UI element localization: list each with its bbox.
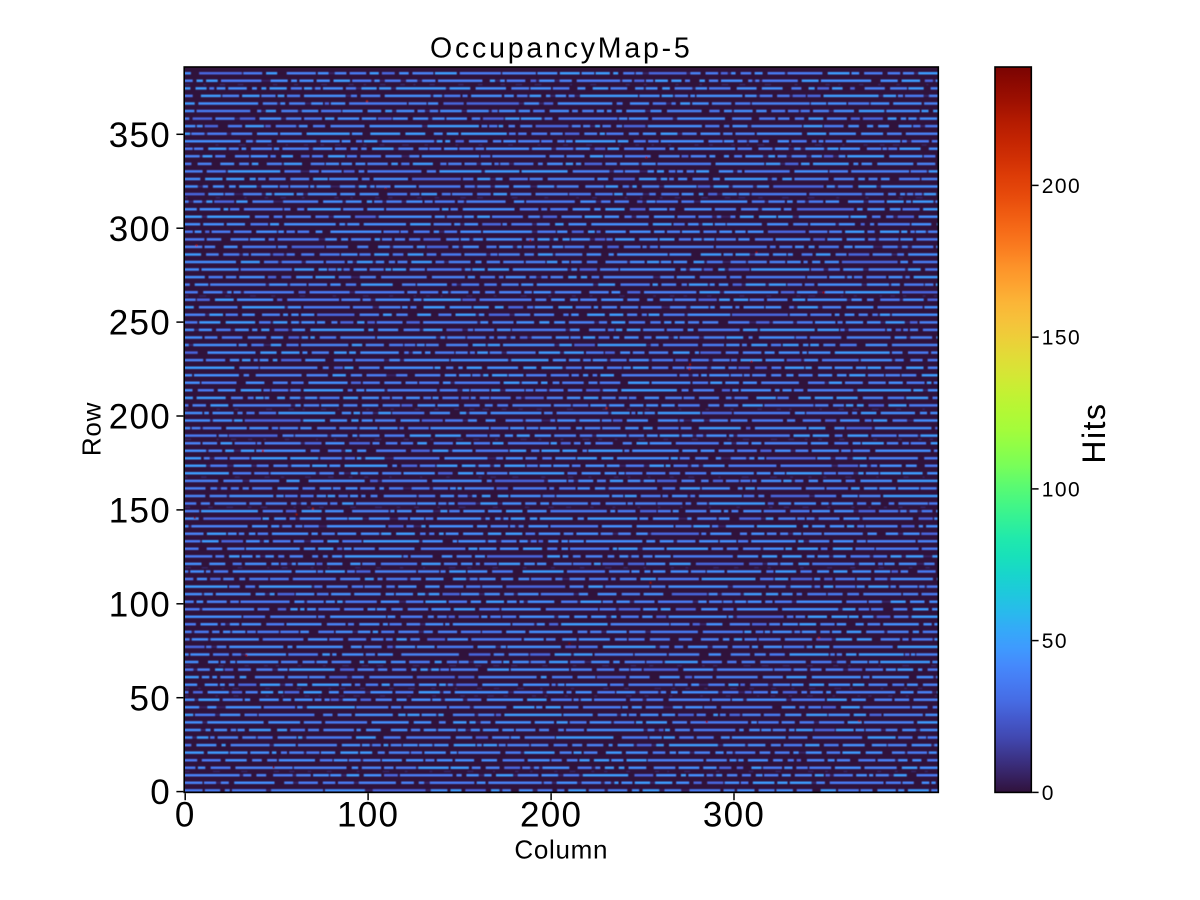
svg-text:0: 0 [175,796,196,835]
svg-text:100: 100 [337,796,399,835]
svg-text:200: 200 [520,796,582,835]
svg-text:200: 200 [1042,175,1081,198]
svg-text:300: 300 [109,210,171,249]
svg-text:Hits: Hits [1076,402,1112,463]
svg-text:200: 200 [109,398,171,437]
svg-text:150: 150 [1042,327,1081,350]
svg-text:0: 0 [1042,782,1055,805]
svg-text:300: 300 [703,796,765,835]
svg-text:100: 100 [1042,479,1081,502]
svg-text:350: 350 [109,116,171,155]
svg-text:50: 50 [1042,630,1068,653]
svg-text:50: 50 [129,679,171,718]
svg-text:0: 0 [150,773,171,812]
svg-text:Row: Row [77,402,107,456]
svg-text:250: 250 [109,304,171,343]
svg-text:OccupancyMap-5: OccupancyMap-5 [430,32,693,64]
svg-text:150: 150 [109,492,171,531]
svg-text:100: 100 [109,585,171,624]
svg-text:Column: Column [514,835,608,865]
